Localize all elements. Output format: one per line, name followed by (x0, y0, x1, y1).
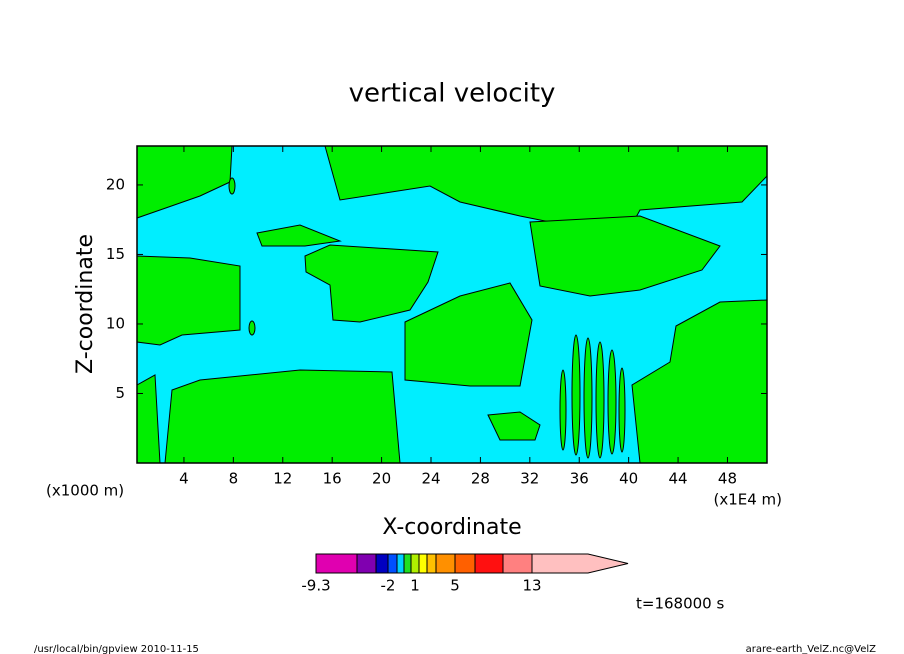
region (248, 320, 256, 336)
region (164, 369, 401, 464)
x-tick-label: 40 (619, 470, 638, 488)
colorbar-label: -9.3 (301, 577, 330, 595)
x-tick-label: 48 (718, 470, 737, 488)
footer: arare-earth_VelZ.nc@VelZ (746, 644, 877, 654)
region (559, 369, 567, 451)
colorbar-swatch (531, 553, 629, 574)
region (571, 334, 581, 456)
colorbar-swatch (418, 553, 428, 574)
colorbar-label: -2 (381, 577, 396, 595)
region (256, 224, 342, 247)
region (304, 244, 439, 323)
colorbar-swatch (410, 553, 420, 574)
colorbar-label: 13 (522, 577, 541, 595)
x-tick-label: 44 (669, 470, 688, 488)
y-tick-label: 5 (115, 384, 125, 402)
x-tick-label: 24 (421, 470, 440, 488)
colorbar-swatch (356, 553, 377, 574)
footer: /usr/local/bin/gpview 2010-11-15 (34, 644, 199, 654)
y-axis-label: Z-coordinate (73, 234, 98, 374)
y-tick-label: 20 (106, 175, 125, 193)
colorbar-swatch (403, 553, 412, 574)
x-unit-label: (x1E4 m) (713, 491, 782, 509)
region (583, 337, 593, 459)
y-tick-label: 10 (106, 314, 125, 332)
region (487, 411, 541, 441)
region (595, 341, 605, 459)
region (136, 255, 241, 346)
x-tick-label: 28 (471, 470, 490, 488)
x-tick-label: 16 (323, 470, 342, 488)
x-tick-label: 4 (179, 470, 189, 488)
colorbar-label: 5 (450, 577, 460, 595)
region (404, 282, 533, 387)
chart-title: vertical velocity (349, 79, 556, 109)
colorbar-swatch (315, 553, 358, 574)
region (529, 215, 721, 297)
region (607, 349, 617, 455)
region (618, 367, 626, 453)
contour-field (136, 145, 768, 464)
colorbar-swatch (387, 553, 398, 574)
x-tick-label: 36 (570, 470, 589, 488)
region (228, 177, 236, 195)
x-unit-label: (x1000 m) (46, 482, 124, 500)
x-axis-label: X-coordinate (382, 515, 521, 540)
x-tick-label: 8 (229, 470, 239, 488)
x-tick-label: 12 (273, 470, 292, 488)
colorbar-label: 1 (410, 577, 420, 595)
time-label: t=168000 s (636, 595, 724, 613)
colorbar-swatch (502, 553, 533, 574)
colorbar-swatch (375, 553, 389, 574)
plot-frame (136, 145, 768, 464)
colorbar-swatch (474, 553, 504, 574)
x-tick-label: 32 (520, 470, 539, 488)
colorbar-swatch (426, 553, 437, 574)
colorbar-swatch (435, 553, 456, 574)
colorbar-swatch (454, 553, 476, 574)
colorbar-swatch (396, 553, 405, 574)
x-tick-label: 20 (372, 470, 391, 488)
y-tick-label: 15 (106, 245, 125, 263)
